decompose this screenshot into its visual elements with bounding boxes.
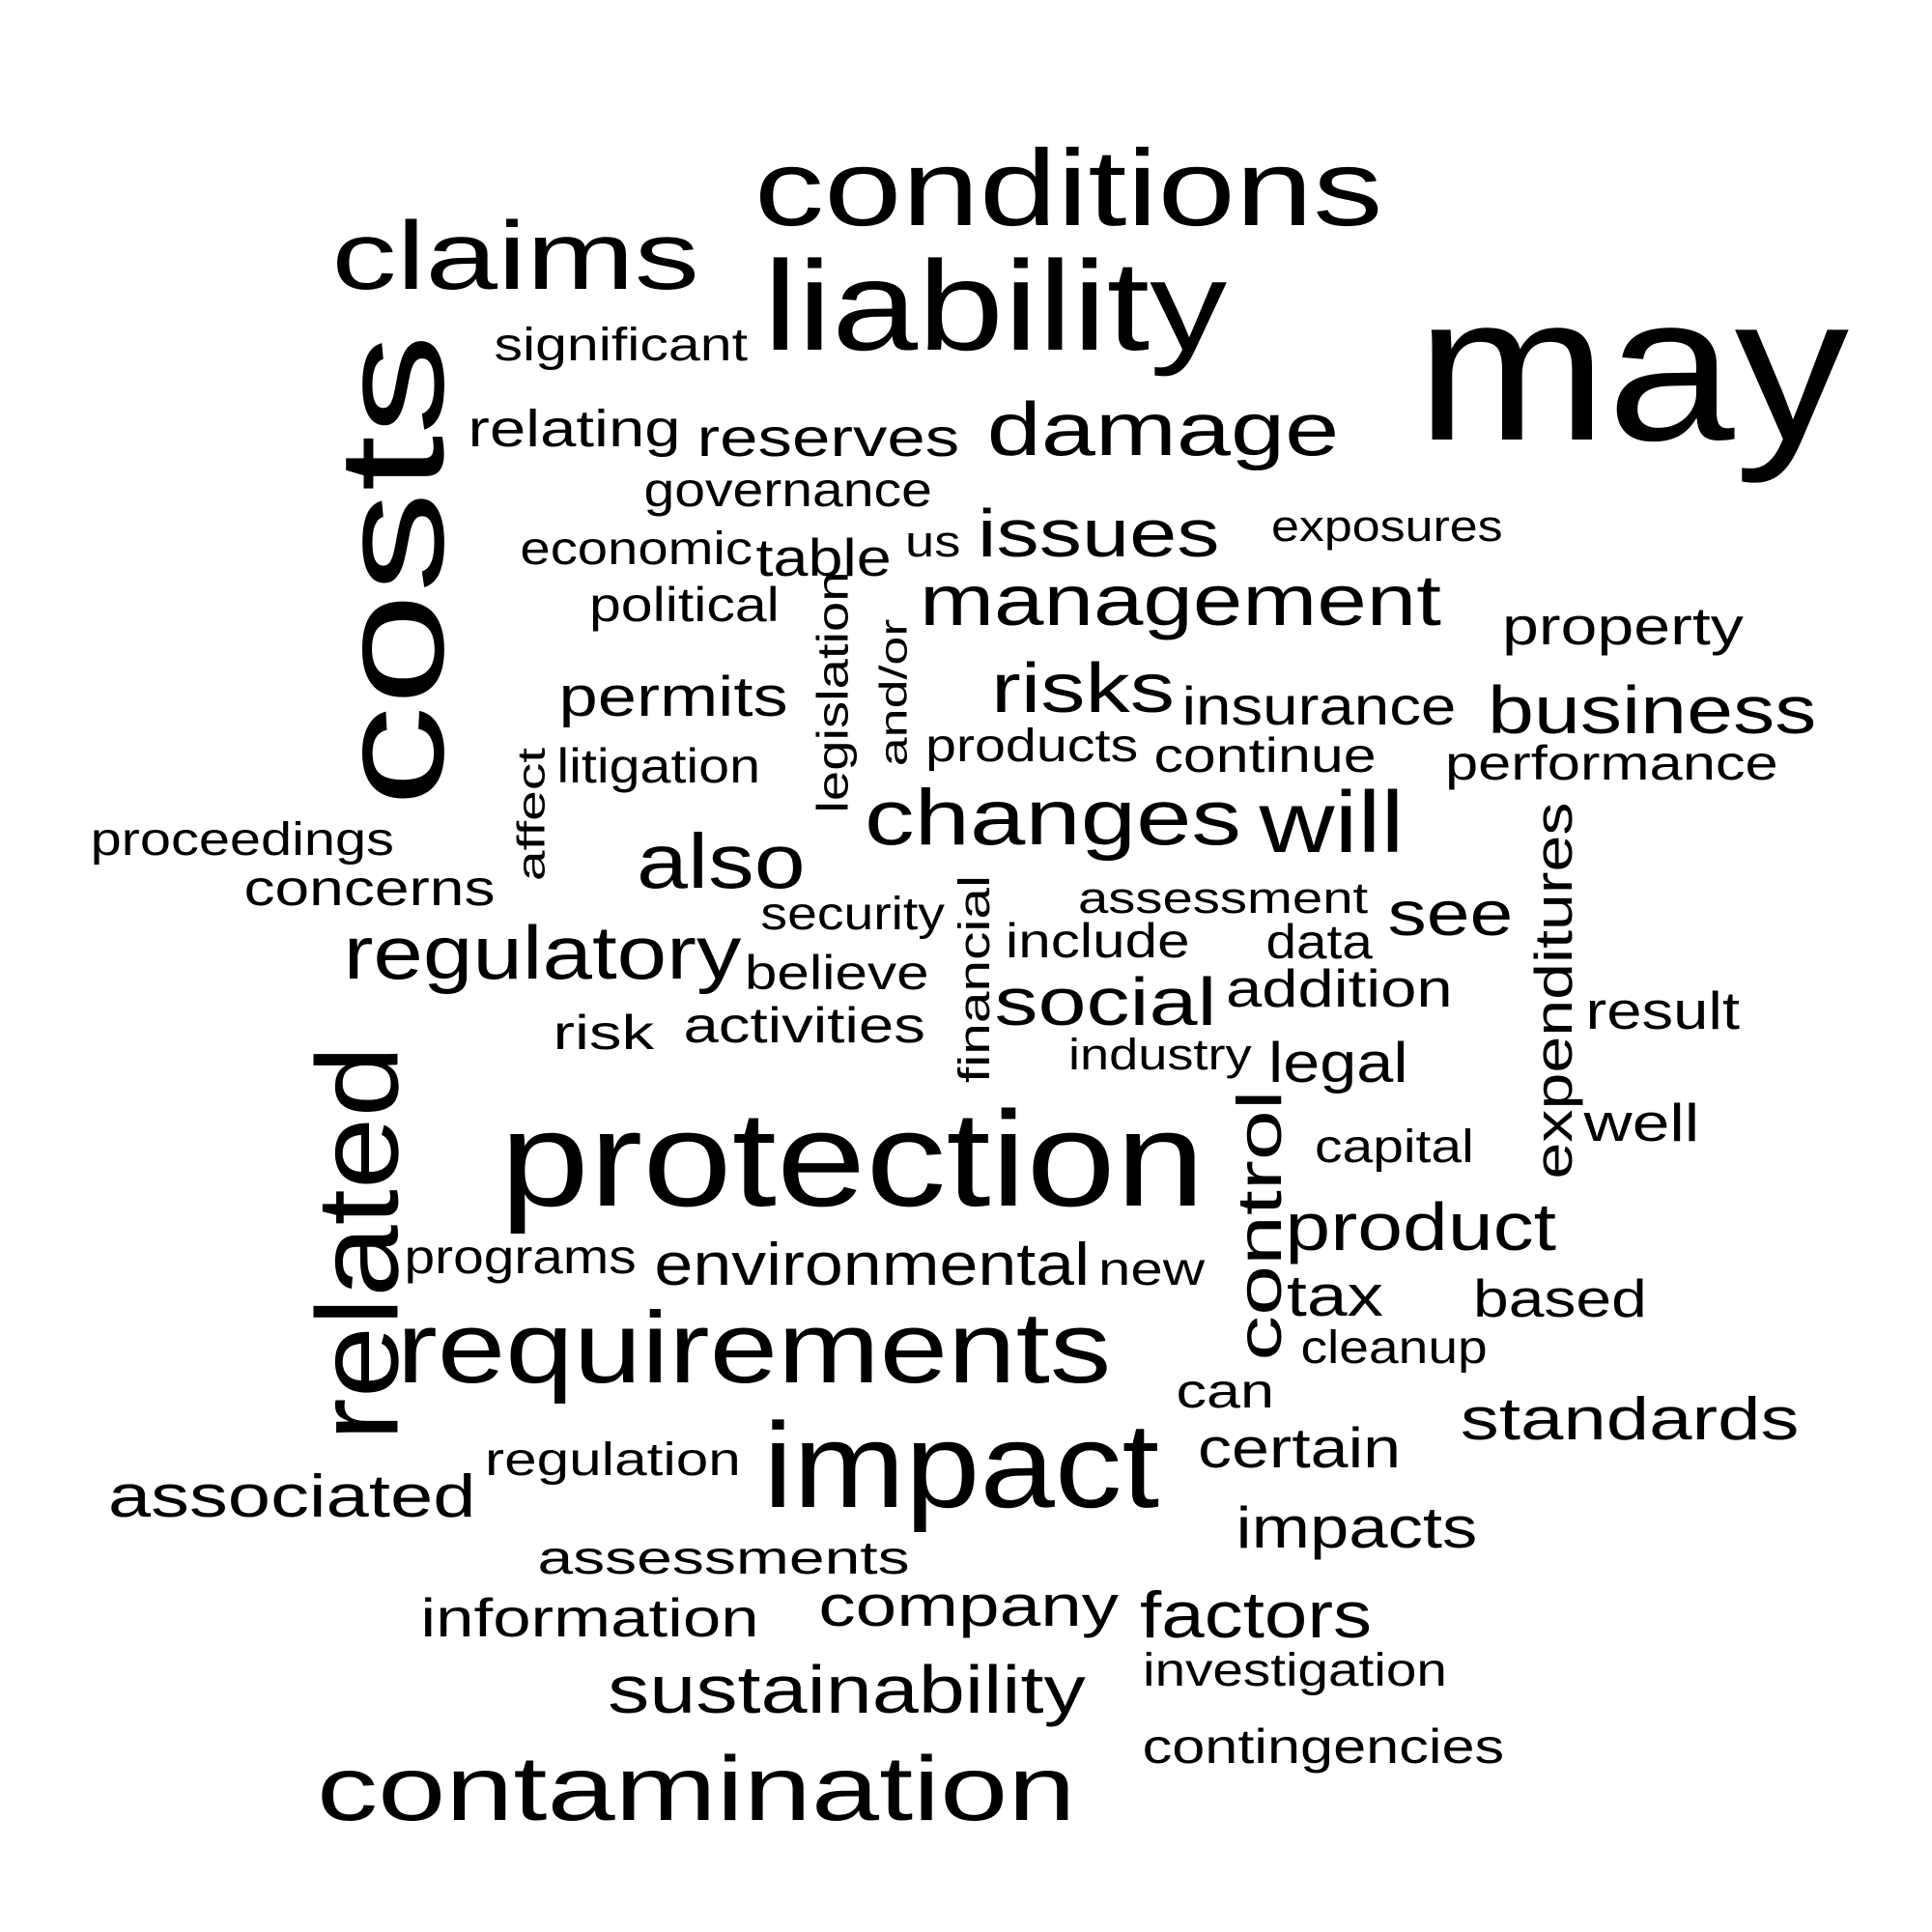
word-see: see — [1387, 877, 1513, 949]
word-significant: significant — [493, 320, 748, 371]
word-changes: changes — [865, 774, 1242, 862]
word-table: table — [755, 526, 892, 587]
word-protection: protection — [499, 1083, 1205, 1235]
word-certain: certain — [1197, 1417, 1402, 1480]
word-sustainability: sustainability — [607, 1652, 1086, 1727]
word-regulation: regulation — [484, 1435, 741, 1486]
word-can: can — [1176, 1364, 1274, 1418]
word-believe: believe — [744, 946, 929, 1000]
word-property: property — [1501, 595, 1744, 656]
word-programs: programs — [404, 1230, 637, 1284]
word-performance: performance — [1444, 736, 1778, 790]
word-conditions: conditions — [753, 128, 1383, 248]
word-reserves: reserves — [696, 407, 959, 468]
word-products: products — [924, 721, 1139, 772]
word-economic: economic — [519, 524, 753, 575]
word-management: management — [920, 560, 1441, 640]
word-assessment: assessment — [1077, 872, 1369, 923]
word-product: product — [1284, 1189, 1556, 1264]
word-requirements: requirements — [396, 1291, 1111, 1405]
word-risk: risk — [553, 1006, 655, 1060]
word-insurance: insurance — [1180, 675, 1456, 736]
word-addition: addition — [1225, 957, 1453, 1018]
word-standards: standards — [1460, 1386, 1800, 1453]
word-contingencies: contingencies — [1142, 1719, 1505, 1774]
word-industry: industry — [1068, 1029, 1252, 1079]
word-will: will — [1259, 775, 1404, 871]
word-regulatory: regulatory — [343, 910, 741, 995]
word-permits: permits — [558, 666, 788, 728]
word-risks: risks — [990, 650, 1175, 727]
word-may: may — [1416, 250, 1850, 484]
word-exposures: exposures — [1271, 500, 1503, 551]
word-financial: financial — [949, 874, 999, 1083]
word-information: information — [419, 1587, 759, 1648]
word-security: security — [759, 889, 945, 940]
word-business: business — [1487, 672, 1817, 748]
word-data: data — [1264, 915, 1373, 969]
word-tax: tax — [1286, 1264, 1384, 1328]
word-litigation: litigation — [555, 739, 760, 793]
word-investigation: investigation — [1142, 1645, 1447, 1696]
word-assessments: assessments — [537, 1533, 910, 1584]
word-expenditures: expenditures — [1522, 802, 1583, 1179]
word-liability: liability — [763, 235, 1228, 377]
word-concerns: concerns — [243, 861, 495, 917]
word-governance: governance — [642, 463, 932, 517]
word-well: well — [1583, 1092, 1699, 1152]
word-factors: factors — [1140, 1578, 1373, 1652]
word-relating: relating — [467, 400, 681, 458]
word-political: political — [588, 578, 780, 632]
word-new: new — [1097, 1244, 1206, 1295]
word-claims: claims — [330, 202, 699, 310]
word-environmental: environmental — [653, 1232, 1090, 1298]
word-cleanup: cleanup — [1300, 1322, 1488, 1374]
word-and-or: and/or — [872, 618, 916, 767]
word-social: social — [993, 964, 1216, 1039]
word-affect: affect — [510, 747, 554, 882]
word-costs: costs — [307, 333, 475, 807]
word-impact: impact — [763, 1398, 1160, 1533]
word-issues: issues — [977, 496, 1220, 571]
word-contamination: contamination — [316, 1737, 1075, 1840]
word-include: include — [1005, 914, 1190, 968]
word-result: result — [1585, 980, 1740, 1040]
word-control: control — [1223, 1089, 1294, 1361]
word-associated: associated — [107, 1463, 476, 1530]
word-legal: legal — [1267, 1032, 1408, 1094]
word-activities: activities — [682, 998, 925, 1054]
word-continue: continue — [1152, 728, 1377, 782]
word-capital: capital — [1314, 1122, 1474, 1173]
word-based: based — [1473, 1267, 1647, 1328]
word-legislation: legislation — [808, 570, 858, 813]
word-us: us — [905, 516, 961, 566]
word-impacts: impacts — [1236, 1495, 1477, 1560]
word-damage: damage — [986, 386, 1340, 471]
word-also: also — [636, 818, 806, 904]
word-company: company — [817, 1574, 1119, 1638]
word-proceedings: proceedings — [90, 814, 394, 866]
